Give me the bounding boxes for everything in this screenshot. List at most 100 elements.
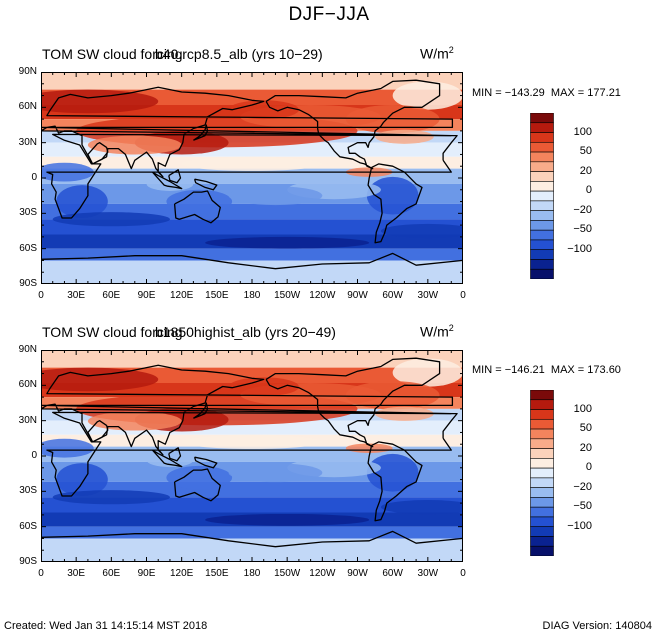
field-feature <box>380 500 463 515</box>
lon-label: 0 <box>38 568 44 579</box>
lon-label: 90W <box>347 290 368 301</box>
lon-label: 180 <box>243 568 261 579</box>
coastline <box>46 133 458 219</box>
panel1-title: TOM SW cloud forcing <box>42 46 183 62</box>
lon-label: 150W <box>274 568 301 579</box>
lon-label: 150W <box>274 290 301 301</box>
lon-label: 30W <box>417 568 439 579</box>
colorbar-swatch <box>530 161 554 172</box>
colorbar-swatch <box>530 536 554 547</box>
field-feature <box>392 81 463 110</box>
colorbar-label: 50 <box>579 422 592 435</box>
field-feature <box>205 236 370 249</box>
coastline <box>87 420 109 443</box>
panel2-units: W/m2 <box>420 323 454 340</box>
coastline <box>193 456 218 469</box>
colorbar-swatch <box>530 190 554 202</box>
lon-label: 30E <box>67 290 86 301</box>
lon-label: 120W <box>309 568 336 579</box>
field-feature <box>205 513 370 526</box>
lat-label: 60S <box>19 242 37 254</box>
colorbar-label: −100 <box>567 519 592 532</box>
colorbar-label: 0 <box>585 184 592 197</box>
colorbar-swatch <box>530 113 554 124</box>
field-feature <box>375 129 434 144</box>
colorbar-label: 50 <box>579 145 592 158</box>
field-feature <box>41 367 159 392</box>
colorbar-swatch <box>530 390 554 401</box>
coastline <box>173 190 221 224</box>
lat-label: 30S <box>19 485 37 497</box>
lon-label: 60W <box>382 290 403 301</box>
panel1-case: b40.rcp8.5_alb (yrs 10−29) <box>155 46 323 62</box>
field-feature <box>345 381 440 410</box>
colorbar-swatch <box>530 210 554 221</box>
coastline <box>46 411 458 497</box>
colorbar-swatch <box>530 259 554 270</box>
lon-label: 120E <box>169 568 194 579</box>
coastline <box>87 142 109 165</box>
field-feature <box>181 434 323 449</box>
panel2-case: b1850highist_alb (yrs 20−49) <box>155 324 336 340</box>
coastline <box>168 169 182 184</box>
colorbar-swatch <box>530 516 554 528</box>
coastline <box>168 447 182 462</box>
lat-label: 0 <box>31 450 37 461</box>
lon-label: 0 <box>460 290 466 301</box>
field-feature <box>228 100 299 120</box>
lon-label: 30E <box>67 568 86 579</box>
colorbar-swatch <box>530 458 554 469</box>
panel2-variable: TOM SW cloud forcing <box>42 324 183 340</box>
colorbar-swatch <box>530 141 554 153</box>
field-feature <box>41 438 94 458</box>
panel1-map <box>41 72 463 284</box>
colorbar-swatch <box>530 132 554 143</box>
lat-label: 60N <box>18 379 37 391</box>
field-feature <box>146 176 194 191</box>
field-feature <box>41 89 159 114</box>
colorbar-swatch <box>530 249 554 260</box>
field-band <box>41 260 463 284</box>
coastline <box>41 530 463 548</box>
lon-label: 90W <box>347 568 368 579</box>
colorbar-label: −20 <box>573 203 592 216</box>
panel1-minmax: MIN = −143.29 MAX = 177.21 <box>472 87 621 99</box>
panel2-title: TOM SW cloud forcing <box>42 324 183 340</box>
lon-label: 150E <box>205 568 229 579</box>
colorbar-swatch <box>530 220 554 231</box>
field-band <box>41 248 463 261</box>
field-feature <box>87 135 182 155</box>
colorbar-swatch <box>530 171 554 182</box>
panel1-units: W/m2 <box>420 45 454 62</box>
field-feature <box>87 411 182 431</box>
colorbar-swatch <box>530 409 554 420</box>
colorbar-swatch <box>530 487 554 498</box>
colorbar-swatch <box>530 399 554 410</box>
colorbar-label: 100 <box>573 402 592 415</box>
coastline <box>265 357 441 448</box>
lon-label: 150E <box>205 290 229 301</box>
colorbar-label: 20 <box>579 441 592 454</box>
field-band <box>41 526 463 539</box>
colorbar-swatch <box>530 428 554 440</box>
panel2-minmax: MIN = −146.21 MAX = 173.60 <box>472 364 621 376</box>
colorbar-swatch <box>530 477 554 488</box>
lon-label: 90E <box>137 568 156 579</box>
coastline <box>193 402 209 419</box>
main-title: DJF−JJA <box>288 4 370 25</box>
coastline <box>193 178 218 191</box>
colorbar-swatch <box>530 239 554 251</box>
lat-label: 30N <box>18 136 37 148</box>
colorbar-swatch <box>530 418 554 430</box>
field-feature <box>56 185 108 219</box>
colorbar-swatch <box>530 200 554 211</box>
field-feature <box>52 212 170 227</box>
lat-label: 90S <box>19 278 37 289</box>
colorbar-swatch <box>530 229 554 241</box>
field-feature <box>166 465 233 490</box>
lat-label: 90N <box>18 344 37 355</box>
lat-label: 90S <box>19 556 37 567</box>
field-feature <box>228 186 323 206</box>
coastline <box>265 79 441 170</box>
coastline <box>193 124 209 141</box>
